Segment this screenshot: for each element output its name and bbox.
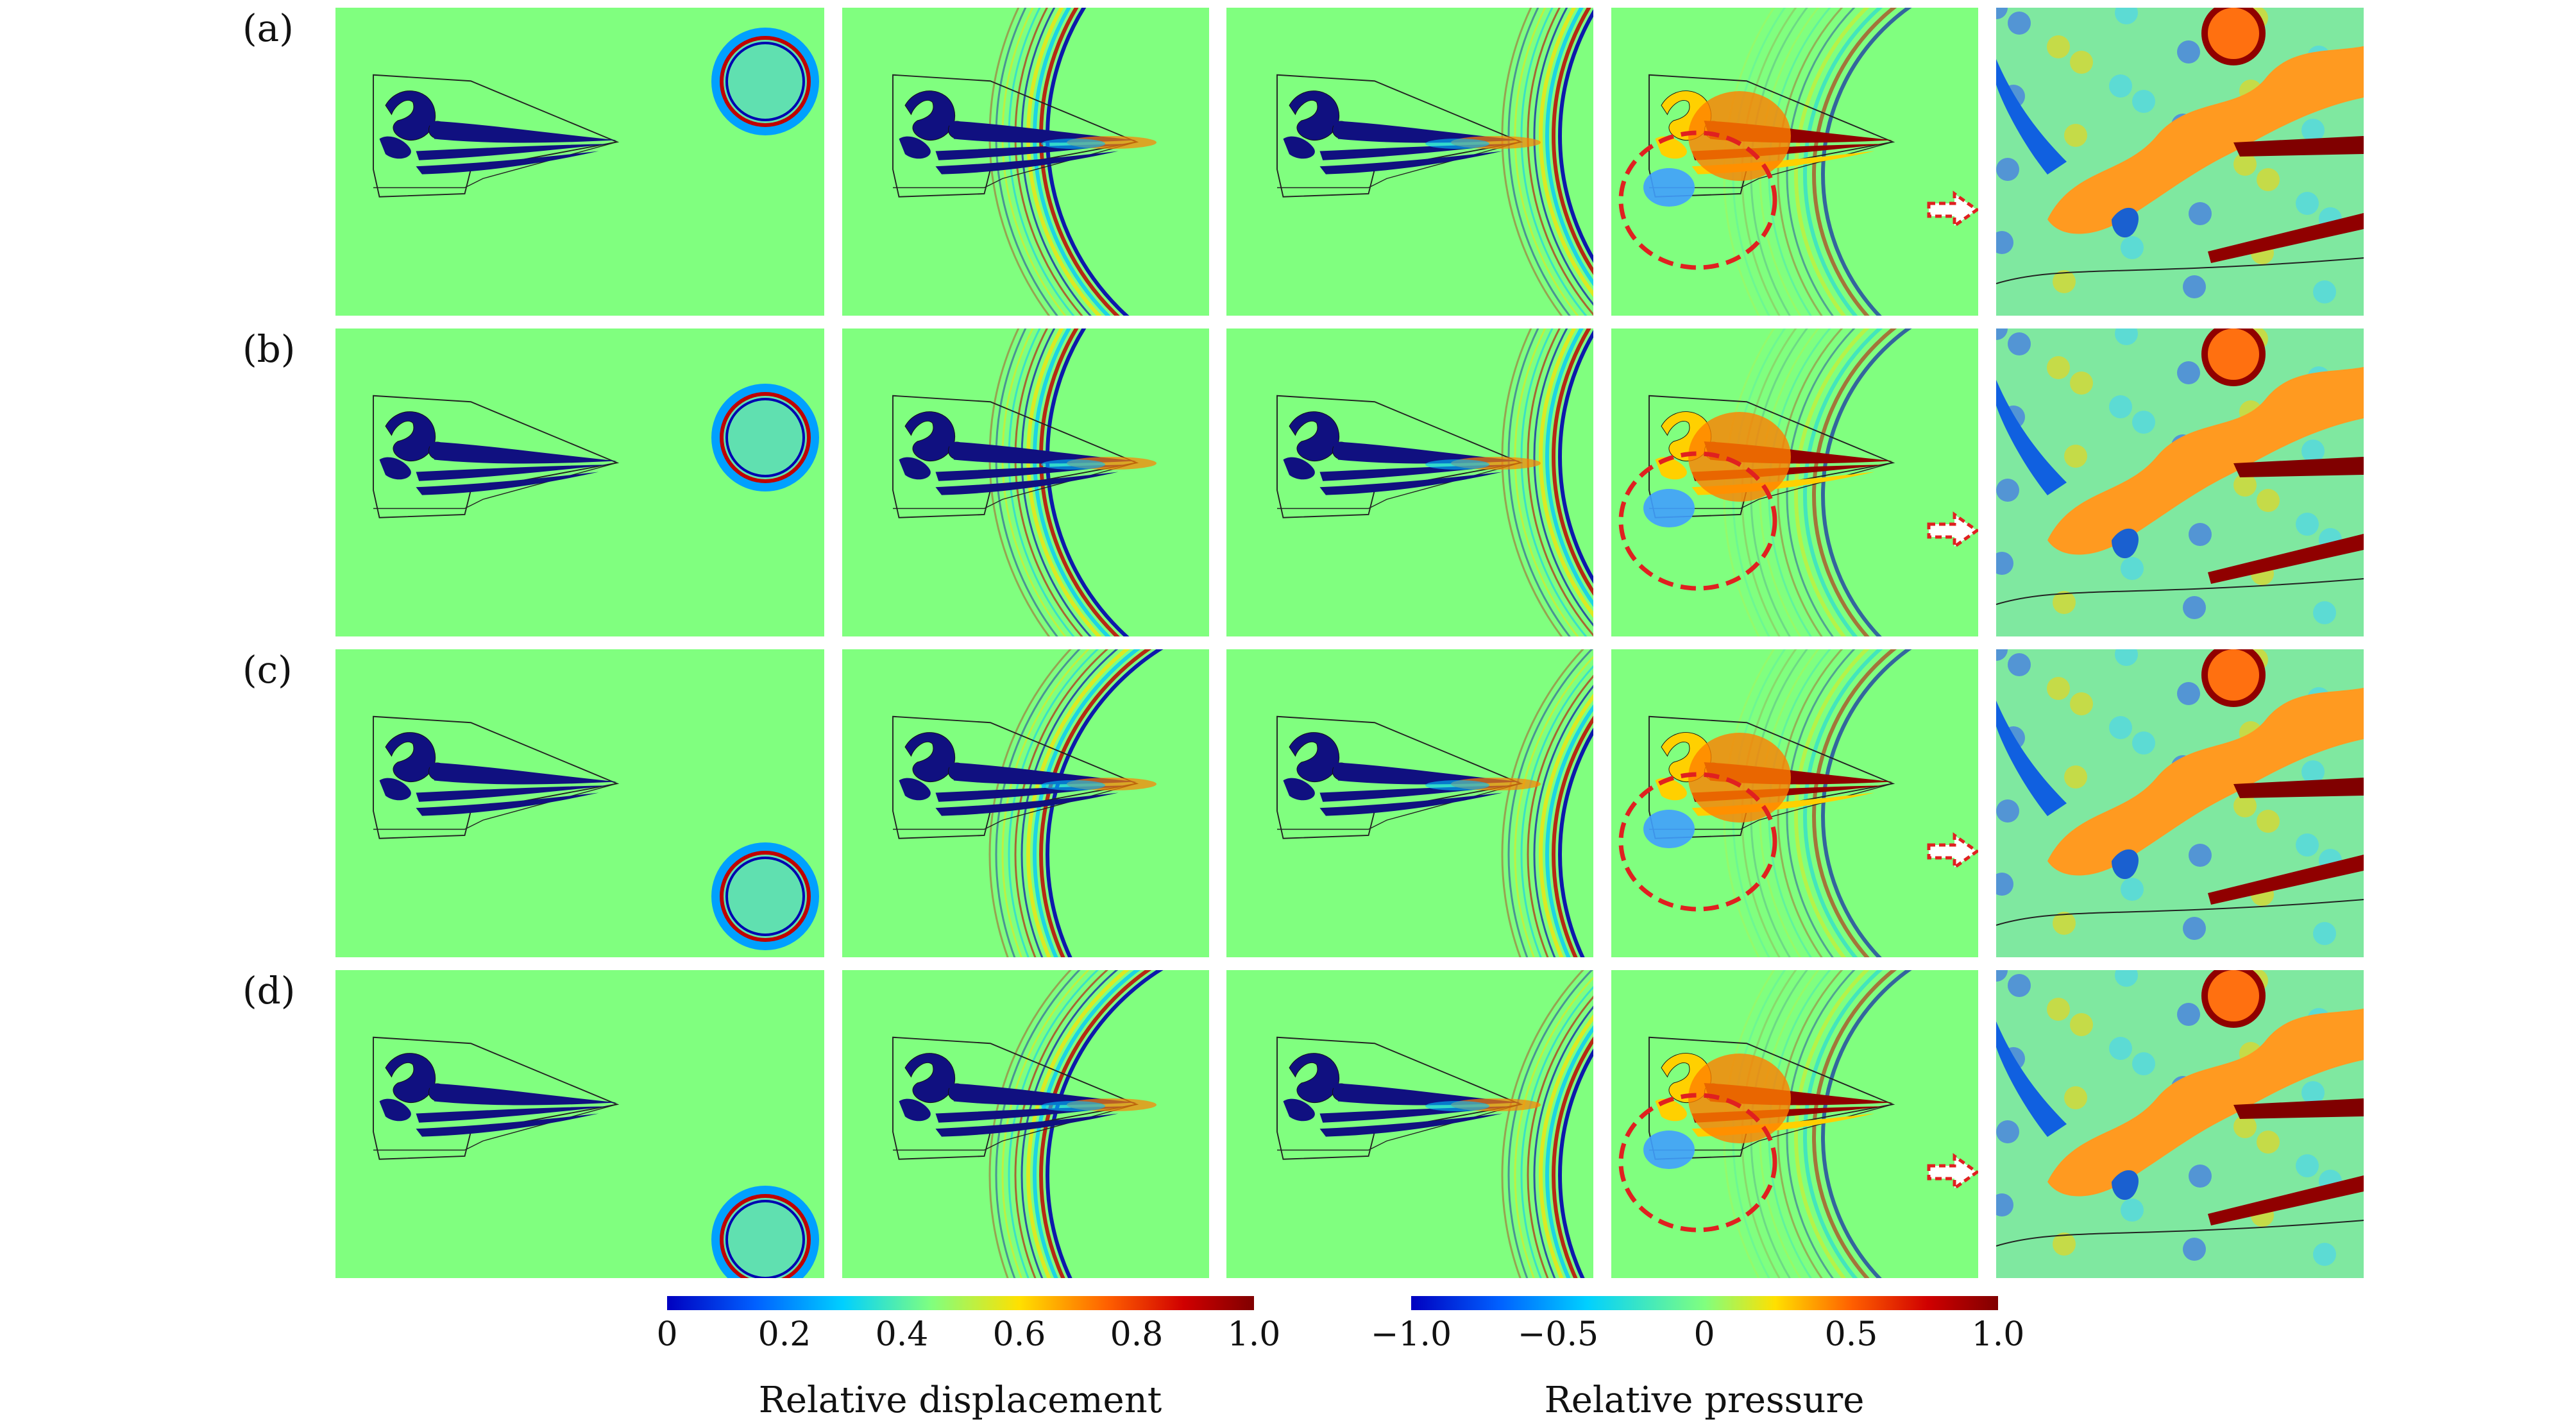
press-tick-3: 0.5 — [1824, 1315, 1878, 1354]
panel-d-1 — [335, 970, 824, 1278]
disp-tick-5: 1.0 — [1227, 1315, 1281, 1354]
disp-tick-2: 0.4 — [875, 1315, 929, 1354]
pressure-colorbar-title: Relative pressure — [1544, 1379, 1865, 1421]
panel-c-1 — [335, 649, 824, 957]
press-tick-4: 1.0 — [1971, 1315, 2025, 1354]
panel-c-4 — [1611, 649, 1978, 957]
panel-a-4 — [1611, 8, 1978, 316]
panel-d-2 — [842, 970, 1209, 1278]
panel-c-3 — [1226, 649, 1593, 957]
displacement-colorbar — [667, 1296, 1254, 1310]
panel-d-5 — [1996, 970, 2364, 1278]
row-label-b: (b) — [242, 327, 296, 371]
disp-tick-1: 0.2 — [758, 1315, 811, 1354]
press-tick-0: −1.0 — [1370, 1315, 1452, 1354]
press-tick-1: −0.5 — [1517, 1315, 1599, 1354]
row-label-a: (a) — [242, 6, 294, 50]
panel-c-2 — [842, 649, 1209, 957]
panel-a-2 — [842, 8, 1209, 316]
panel-b-3 — [1226, 329, 1593, 636]
panel-b-2 — [842, 329, 1209, 636]
disp-tick-0: 0 — [656, 1315, 678, 1354]
row-label-c: (c) — [242, 648, 292, 692]
panel-b-4 — [1611, 329, 1978, 636]
panel-d-3 — [1226, 970, 1593, 1278]
row-label-d: (d) — [242, 969, 296, 1012]
press-tick-2: 0 — [1693, 1315, 1715, 1354]
displacement-colorbar-title: Relative displacement — [758, 1379, 1162, 1421]
panel-b-1 — [335, 329, 824, 636]
pressure-colorbar — [1411, 1296, 1998, 1310]
panel-a-5 — [1996, 8, 2364, 316]
panel-a-3 — [1226, 8, 1593, 316]
panel-b-5 — [1996, 329, 2364, 636]
panel-c-5 — [1996, 649, 2364, 957]
disp-tick-4: 0.8 — [1110, 1315, 1164, 1354]
disp-tick-3: 0.6 — [992, 1315, 1046, 1354]
panel-a-1 — [335, 8, 824, 316]
panel-d-4 — [1611, 970, 1978, 1278]
